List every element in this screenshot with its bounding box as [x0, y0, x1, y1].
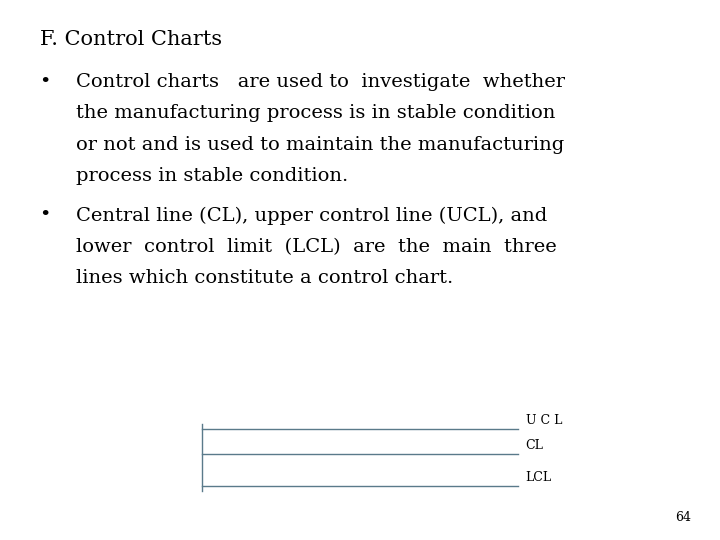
Text: •: •: [40, 73, 51, 91]
Text: •: •: [40, 206, 51, 224]
Text: or not and is used to maintain the manufacturing: or not and is used to maintain the manuf…: [76, 136, 564, 153]
Text: Control charts   are used to  investigate  whether: Control charts are used to investigate w…: [76, 73, 564, 91]
Text: lower  control  limit  (LCL)  are  the  main  three: lower control limit (LCL) are the main t…: [76, 238, 557, 255]
Text: CL: CL: [526, 439, 544, 452]
Text: Central line (CL), upper control line (UCL), and: Central line (CL), upper control line (U…: [76, 206, 547, 225]
Text: LCL: LCL: [526, 471, 552, 484]
Text: 64: 64: [675, 511, 691, 524]
Text: process in stable condition.: process in stable condition.: [76, 167, 348, 185]
Text: F. Control Charts: F. Control Charts: [40, 30, 222, 49]
Text: the manufacturing process is in stable condition: the manufacturing process is in stable c…: [76, 104, 555, 122]
Text: lines which constitute a control chart.: lines which constitute a control chart.: [76, 269, 453, 287]
Text: U C L: U C L: [526, 414, 562, 427]
